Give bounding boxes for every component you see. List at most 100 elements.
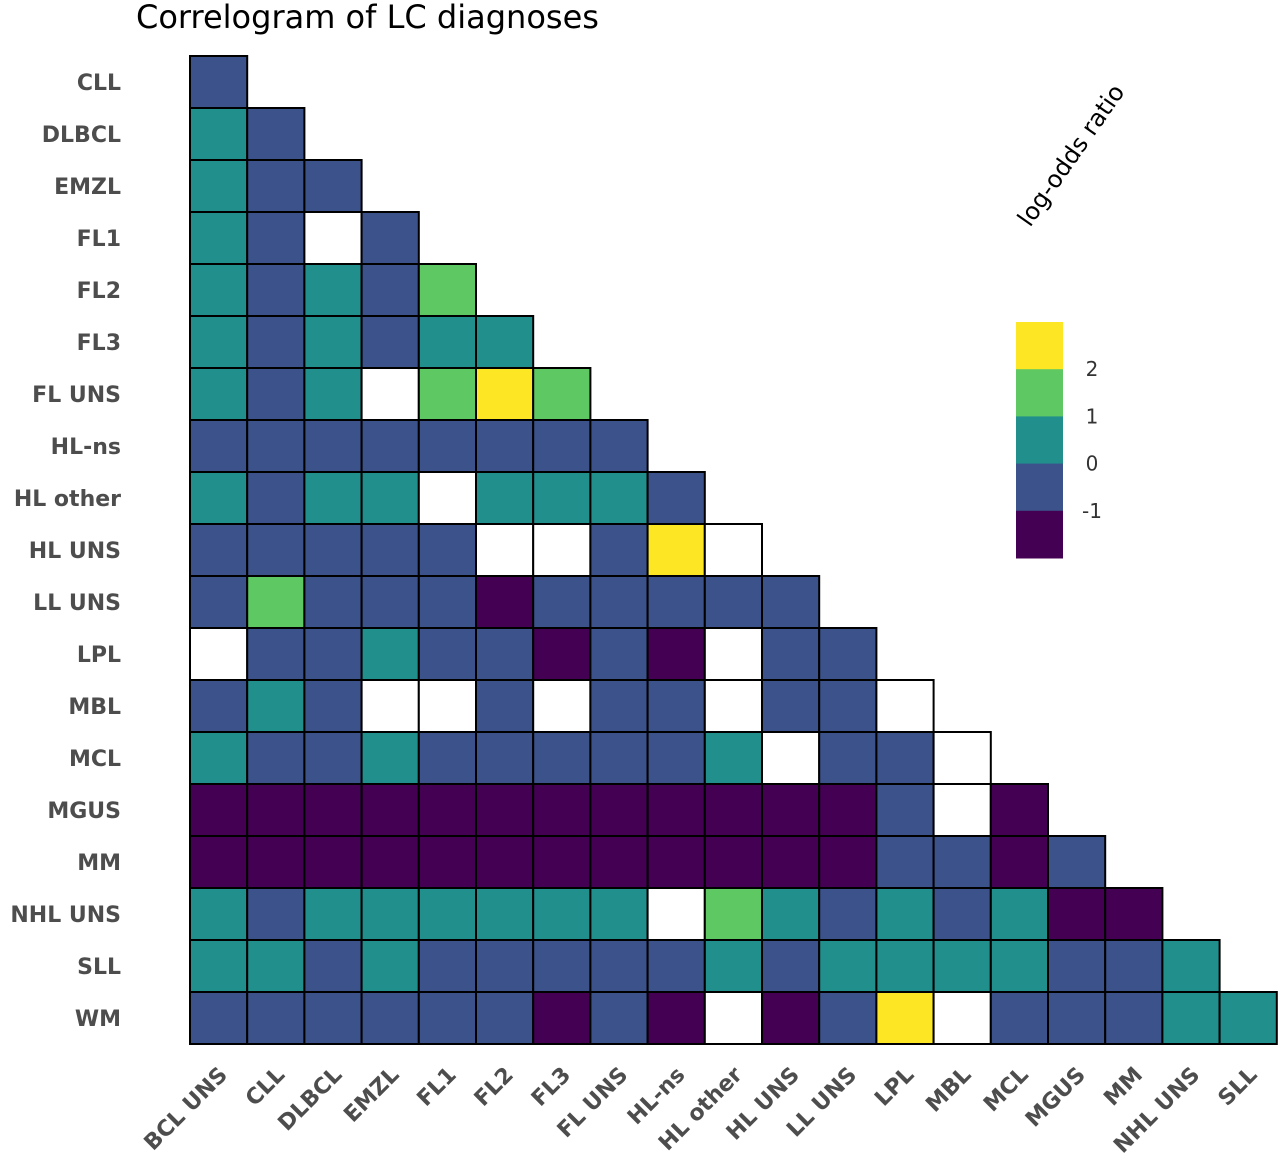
cell-LPL-FL UNS <box>589 627 649 681</box>
legend-tick-label: -1 <box>1082 499 1102 523</box>
cell-MCL-HL UNS <box>761 731 821 785</box>
cell-FL3-EMZL <box>360 315 420 369</box>
legend-tick-label: 2 <box>1086 357 1099 381</box>
cell-HL UNS-EMZL <box>360 523 420 577</box>
cell-FL1-CLL <box>246 211 306 265</box>
cell-LPL-BCL UNS <box>189 627 249 681</box>
cell-LL UNS-BCL UNS <box>189 575 249 629</box>
row-label: NHL UNS <box>10 903 121 928</box>
row-labels: CLL DLBCL EMZL FL1 FL2 FL3 FL UNS HL-ns HL other… <box>10 71 121 1032</box>
cell-FL2-FL1 <box>417 263 477 317</box>
cell-HL other-DLBCL <box>303 471 363 525</box>
cell-MGUS-LL UNS <box>818 783 878 837</box>
cell-HL other-CLL <box>246 471 306 525</box>
cell-FL UNS-FL1 <box>417 367 477 421</box>
cell-WM-HL other <box>703 991 763 1045</box>
row-label: MBL <box>68 695 121 720</box>
legend-swatch <box>1016 463 1063 512</box>
cell-MBL-HL-ns <box>646 679 706 733</box>
column-label: MBL <box>922 1063 977 1118</box>
column-label: EMZL <box>339 1063 404 1128</box>
cell-FL1-DLBCL <box>303 211 363 265</box>
row-label: DLBCL <box>42 123 121 148</box>
cell-LL UNS-FL1 <box>417 575 477 629</box>
cell-MBL-LPL <box>875 679 935 733</box>
cell-LL UNS-CLL <box>246 575 306 629</box>
cell-MCL-FL3 <box>532 731 592 785</box>
cell-NHL UNS-HL other <box>703 887 763 941</box>
cell-MCL-HL-ns <box>646 731 706 785</box>
cell-SLL-MGUS <box>1047 939 1107 993</box>
column-label: FL3 <box>527 1063 576 1112</box>
column-label: CLL <box>241 1063 290 1112</box>
cell-MM-DLBCL <box>303 835 363 889</box>
cell-LPL-FL2 <box>475 627 535 681</box>
cell-MBL-FL2 <box>475 679 535 733</box>
cell-MGUS-CLL <box>246 783 306 837</box>
cell-MGUS-FL1 <box>417 783 477 837</box>
cell-MM-LL UNS <box>818 835 878 889</box>
cell-MM-BCL UNS <box>189 835 249 889</box>
row-label: HL UNS <box>29 539 121 564</box>
row-label: WM <box>75 1007 121 1032</box>
column-label: SLL <box>1214 1063 1263 1112</box>
cell-HL other-FL1 <box>417 471 477 525</box>
legend-swatch <box>1016 369 1063 417</box>
cell-SLL-EMZL <box>360 939 420 993</box>
cell-MGUS-MCL <box>989 783 1049 837</box>
row-label: CLL <box>77 71 121 96</box>
cell-NHL UNS-LPL <box>875 887 935 941</box>
cell-LPL-EMZL <box>360 627 420 681</box>
cell-HL UNS-BCL UNS <box>189 523 249 577</box>
cell-MGUS-FL UNS <box>589 783 649 837</box>
cell-MBL-HL UNS <box>761 679 821 733</box>
cell-CLL-BCL UNS <box>189 55 249 109</box>
cell-LL UNS-HL-ns <box>646 575 706 629</box>
cell-FL UNS-CLL <box>246 367 306 421</box>
cell-HL UNS-FL1 <box>417 523 477 577</box>
row-label: MM <box>77 851 121 876</box>
cell-MBL-EMZL <box>360 679 420 733</box>
cell-LPL-LL UNS <box>818 627 878 681</box>
cell-SLL-CLL <box>246 939 306 993</box>
cell-HL-ns-FL UNS <box>589 419 649 473</box>
cell-MCL-MBL <box>932 731 992 785</box>
cell-HL-ns-BCL UNS <box>189 419 249 473</box>
cell-MBL-FL1 <box>417 679 477 733</box>
cell-LL UNS-DLBCL <box>303 575 363 629</box>
cell-MM-HL UNS <box>761 835 821 889</box>
cell-SLL-MCL <box>989 939 1049 993</box>
cell-SLL-LPL <box>875 939 935 993</box>
cell-NHL UNS-CLL <box>246 887 306 941</box>
cell-FL UNS-DLBCL <box>303 367 363 421</box>
cell-MCL-EMZL <box>360 731 420 785</box>
cell-FL2-CLL <box>246 263 306 317</box>
cell-LL UNS-HL UNS <box>761 575 821 629</box>
cell-WM-FL3 <box>532 991 592 1045</box>
cell-FL1-BCL UNS <box>189 211 249 265</box>
cell-LPL-HL-ns <box>646 627 706 681</box>
cell-FL1-EMZL <box>360 211 420 265</box>
cell-MM-MGUS <box>1047 835 1107 889</box>
cell-FL2-EMZL <box>360 263 420 317</box>
cell-EMZL-BCL UNS <box>189 159 249 213</box>
cell-WM-MBL <box>932 991 992 1045</box>
row-label: MCL <box>69 747 121 772</box>
cell-NHL UNS-MBL <box>932 887 992 941</box>
cell-LL UNS-EMZL <box>360 575 420 629</box>
cell-HL UNS-FL3 <box>532 523 592 577</box>
cell-MCL-LPL <box>875 731 935 785</box>
cell-MBL-LL UNS <box>818 679 878 733</box>
chart-title: Correlogram of LC diagnoses <box>136 0 599 36</box>
cell-FL3-FL1 <box>417 315 477 369</box>
legend-colorbar <box>1016 322 1063 559</box>
cell-MGUS-HL-ns <box>646 783 706 837</box>
row-label: LPL <box>77 643 121 668</box>
cell-MM-FL UNS <box>589 835 649 889</box>
cell-FL UNS-BCL UNS <box>189 367 249 421</box>
cell-MCL-CLL <box>246 731 306 785</box>
cell-FL3-CLL <box>246 315 306 369</box>
cell-MGUS-DLBCL <box>303 783 363 837</box>
cell-MGUS-LPL <box>875 783 935 837</box>
cell-SLL-FL3 <box>532 939 592 993</box>
